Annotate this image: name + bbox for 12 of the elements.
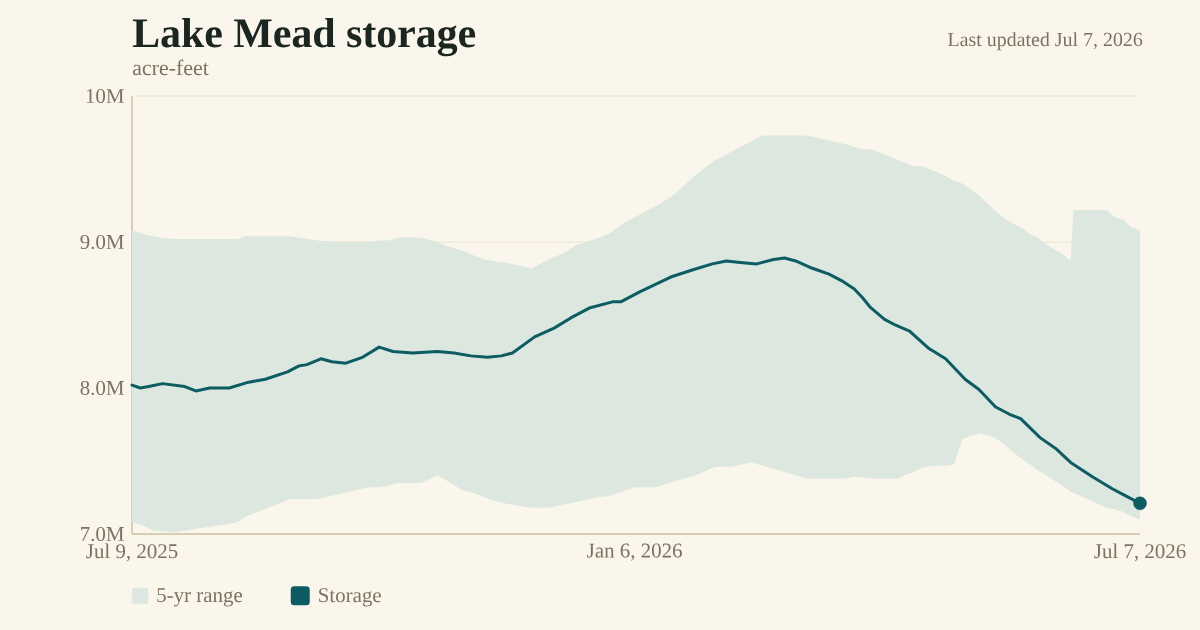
y-tick-label: 9.0M [80, 234, 124, 250]
text: Last updated Jul 7, 2026 [948, 32, 1143, 51]
x-tick-label: Jul 7, 2026 [1094, 543, 1186, 562]
legend-label: Storage [319, 588, 381, 607]
chart-subtitle: acre-feet [132, 59, 209, 76]
x-tick-label: Jul 9, 2025 [86, 543, 178, 562]
y-tick-label: 8.0M [80, 380, 124, 396]
chart-title: Lake Mead storage [132, 17, 476, 57]
x-tick-label: Jan 6, 2026 [587, 543, 682, 561]
y-tick-label: 10M [86, 88, 124, 104]
y-tick-label: 7.0M [81, 526, 124, 542]
legend-label: 5-yr range [157, 588, 242, 607]
